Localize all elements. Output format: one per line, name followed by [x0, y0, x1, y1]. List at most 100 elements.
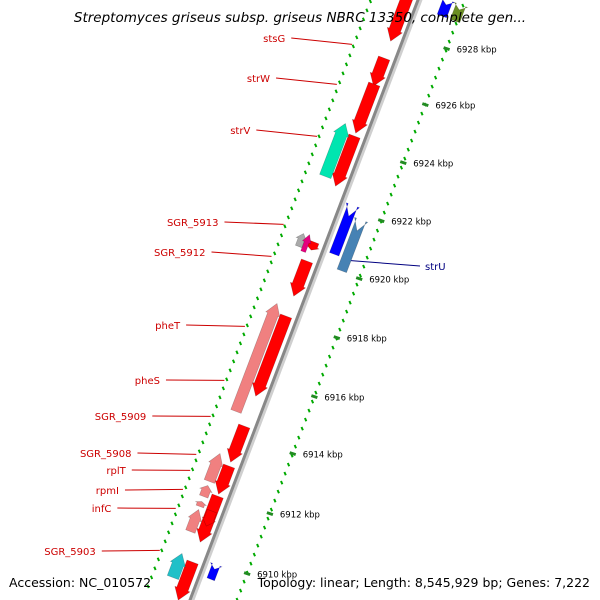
- teal-gene: [319, 123, 350, 179]
- gene-label: SGR_5909: [95, 412, 147, 423]
- upper-tick-track: [361, 17, 366, 22]
- gene-label: stsG: [263, 34, 285, 45]
- lower-tick-track: [331, 345, 335, 350]
- upper-tick-track: [146, 584, 150, 589]
- upper-tick-track: [252, 305, 256, 310]
- upper-tick-track: [314, 143, 318, 148]
- upper-tick-track: [300, 179, 304, 184]
- lower-tick-track: [403, 156, 407, 161]
- rna-gene-block: [198, 485, 213, 499]
- lower-tick-track: [266, 516, 270, 521]
- lower-tick-track: [365, 255, 369, 260]
- lower-tick-track: [348, 300, 352, 305]
- scale-tick: [377, 218, 385, 224]
- gene-arrow: [251, 313, 293, 397]
- scale-tick-label: 6916 kbp: [324, 394, 364, 404]
- lower-tick-track: [256, 543, 260, 548]
- gene-arrow: [369, 55, 391, 87]
- upper-tick-track: [307, 161, 311, 166]
- scale-tick-label: 6928 kbp: [457, 46, 497, 56]
- reverse-gene-arrow: [206, 562, 223, 582]
- lower-tick-track: [286, 462, 291, 467]
- upper-tick-track: [218, 395, 222, 400]
- upper-tick-track: [262, 278, 266, 283]
- lower-tick-track: [276, 489, 280, 494]
- upper-tick-track: [286, 215, 290, 220]
- upper-tick-track: [197, 449, 202, 454]
- upper-tick-track: [228, 368, 232, 373]
- lower-tick-track: [338, 327, 342, 332]
- lower-tick-track: [262, 525, 267, 530]
- upper-tick-track: [320, 125, 325, 130]
- gene-label-leader: [211, 251, 272, 257]
- upper-tick-track: [190, 467, 195, 472]
- upper-tick-track: [160, 548, 164, 553]
- lower-tick-track: [396, 174, 400, 179]
- lower-tick-track: [283, 471, 287, 476]
- lower-tick-track: [372, 237, 376, 242]
- upper-tick-track: [273, 251, 277, 256]
- upper-tick-track: [235, 350, 239, 355]
- lower-tick-track: [451, 30, 455, 35]
- lower-tick-track: [304, 417, 308, 422]
- scale-tick-label: 6922 kbp: [391, 218, 431, 228]
- lower-tick-track: [410, 138, 414, 143]
- lower-tick-track: [321, 372, 325, 377]
- lower-tick-track: [249, 561, 253, 566]
- lower-tick-track: [269, 507, 274, 512]
- scale-tick-label: 6914 kbp: [303, 451, 343, 461]
- lower-tick-track: [420, 111, 424, 116]
- lower-tick-track: [430, 84, 434, 89]
- upper-tick-track: [358, 26, 362, 31]
- magenta-gene: [300, 234, 312, 253]
- scale-tick: [310, 394, 318, 400]
- gene-label-leader: [137, 452, 197, 455]
- upper-tick-track: [279, 233, 284, 238]
- upper-tick-track: [283, 224, 287, 229]
- scale-tick: [266, 511, 274, 517]
- upper-tick-track: [269, 260, 273, 265]
- gene-label: rplT: [106, 466, 126, 477]
- upper-tick-track: [238, 341, 243, 346]
- upper-tick-track: [221, 386, 225, 391]
- lower-tick-track: [314, 390, 318, 395]
- reverse-gene-arrow: [436, 0, 456, 19]
- upper-tick-track: [334, 89, 338, 94]
- upper-tick-track: [184, 485, 188, 490]
- gene-label-leader: [291, 37, 353, 45]
- upper-tick-track: [211, 413, 215, 418]
- upper-tick-track: [293, 197, 297, 202]
- gene-label: strU: [425, 262, 446, 273]
- lower-tick-track: [297, 435, 301, 440]
- lower-tick-track: [259, 534, 263, 539]
- scale-tick: [355, 276, 363, 282]
- rna-gene-block: [185, 508, 202, 534]
- scale-tick: [333, 335, 341, 341]
- upper-tick-track: [163, 539, 167, 544]
- upper-tick-track: [225, 377, 229, 382]
- gene-label: infC: [92, 504, 112, 515]
- gene-arrow: [226, 423, 251, 463]
- scale-tick: [443, 46, 451, 52]
- lower-tick-track: [399, 165, 403, 170]
- upper-tick-track: [208, 422, 212, 427]
- upper-tick-track: [266, 269, 270, 274]
- upper-tick-track: [167, 530, 171, 535]
- lower-tick-track: [310, 399, 315, 404]
- cyan-gene: [166, 553, 186, 580]
- upper-tick-track: [201, 440, 205, 445]
- upper-tick-track: [276, 242, 280, 247]
- lower-tick-track: [368, 246, 373, 251]
- upper-tick-track: [153, 566, 157, 571]
- lower-tick-track: [358, 273, 362, 278]
- reverse-gene-arrow: [449, 1, 469, 24]
- upper-tick-track: [245, 323, 249, 328]
- upper-tick-track: [303, 170, 308, 175]
- upper-tick-track: [351, 44, 355, 49]
- lower-tick-track: [416, 120, 421, 125]
- gene-label: rpmI: [96, 486, 119, 497]
- scale-tick: [399, 160, 407, 166]
- upper-tick-track: [317, 134, 321, 139]
